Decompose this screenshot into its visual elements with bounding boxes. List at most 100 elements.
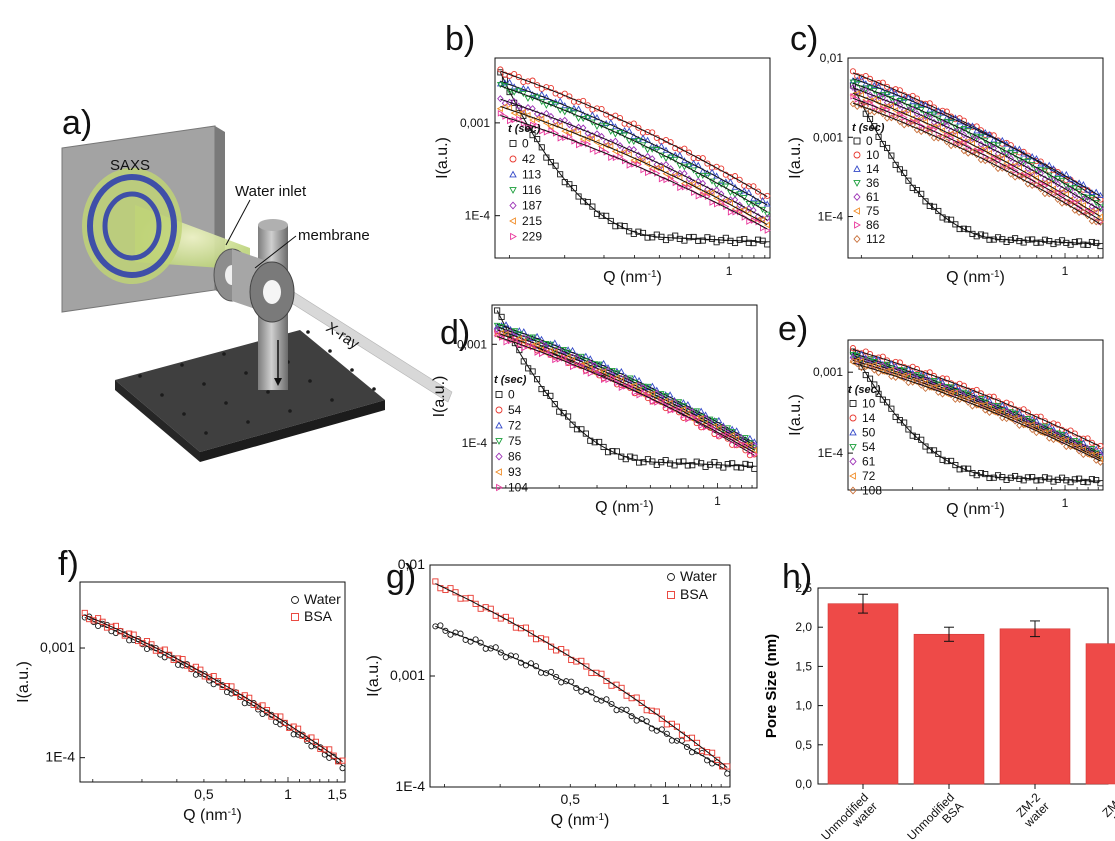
- panel-label-g: g): [386, 558, 416, 596]
- data-point: [511, 328, 519, 335]
- data-point: [699, 179, 707, 187]
- data-point: [645, 169, 652, 177]
- legend-label: 104: [508, 481, 528, 495]
- data-point: [849, 91, 856, 99]
- data-point: [686, 183, 693, 191]
- data-point: [584, 113, 592, 120]
- panel-label-b: b): [445, 20, 475, 58]
- x-tick-label: 1: [662, 791, 670, 807]
- data-point: [685, 415, 692, 423]
- data-point: [1067, 175, 1074, 182]
- data-point: [921, 379, 929, 387]
- data-point: [570, 125, 578, 133]
- data-point: [584, 115, 592, 122]
- legend-marker: [849, 400, 857, 407]
- legend-label: 14: [866, 162, 880, 176]
- data-point: [543, 93, 550, 100]
- data-point: [720, 432, 727, 439]
- data-point: [517, 659, 524, 666]
- data-point: [718, 190, 725, 198]
- data-point: [524, 111, 531, 119]
- data-point: [990, 403, 997, 411]
- legend-marker: [509, 187, 517, 194]
- data-point: [1012, 167, 1019, 175]
- legend-marker: [853, 180, 861, 187]
- x-tick-label: 1: [714, 494, 721, 508]
- data-point: [139, 640, 146, 647]
- data-point: [960, 147, 968, 155]
- data-point: [981, 395, 989, 402]
- data-point: [570, 363, 577, 371]
- data-point: [750, 240, 757, 247]
- data-point: [879, 87, 887, 94]
- data-point: [602, 141, 609, 149]
- data-point: [599, 146, 606, 154]
- legend-label: 215: [522, 214, 542, 228]
- data-point: [871, 103, 878, 111]
- data-point: [608, 154, 615, 161]
- data-point: [1033, 167, 1040, 175]
- data-point: [587, 359, 594, 367]
- data-point: [263, 707, 271, 714]
- data-point: [583, 686, 590, 693]
- legend-marker: [853, 165, 861, 172]
- data-point: [745, 204, 753, 213]
- data-point: [905, 120, 912, 128]
- legend-label: 72: [508, 419, 522, 433]
- data-point: [698, 460, 705, 467]
- data-point: [764, 241, 771, 248]
- data-point: [1020, 175, 1027, 183]
- data-point: [981, 129, 989, 136]
- fit-line: [852, 351, 1101, 482]
- data-point: [1029, 474, 1036, 481]
- data-point: [695, 192, 702, 200]
- panel-label-h: h): [782, 558, 812, 596]
- data-point: [667, 154, 674, 161]
- data-point: [695, 177, 702, 185]
- data-point: [909, 121, 916, 129]
- y-tick-label: 1,0: [795, 699, 812, 713]
- data-point: [1088, 195, 1096, 202]
- data-point: [1080, 195, 1087, 203]
- data-point: [494, 330, 501, 338]
- data-point: [887, 102, 894, 110]
- data-point: [691, 189, 698, 197]
- data-point: [978, 148, 985, 155]
- data-point: [960, 389, 968, 396]
- data-point: [727, 208, 734, 216]
- data-point: [607, 217, 614, 225]
- data-point: [764, 214, 771, 222]
- data-point: [883, 91, 891, 98]
- data-point: [281, 719, 288, 726]
- data-point: [990, 141, 998, 148]
- data-point: [1041, 423, 1049, 430]
- legend-marker: [509, 140, 517, 147]
- data-point: [516, 341, 523, 349]
- legend-label: 86: [508, 450, 522, 464]
- series-116: [496, 82, 771, 218]
- data-point: [515, 327, 523, 334]
- data-point: [695, 237, 702, 244]
- data-point: [648, 390, 655, 398]
- data-point: [977, 470, 985, 477]
- data-point: [658, 397, 665, 405]
- data-point: [733, 464, 740, 471]
- data-point: [698, 422, 705, 430]
- data-point: [956, 127, 963, 135]
- data-point: [746, 218, 753, 225]
- data-point: [935, 450, 942, 457]
- data-point: [922, 198, 929, 205]
- base-plate-holes: [138, 330, 376, 435]
- data-point: [157, 647, 164, 654]
- data-point: [717, 198, 724, 206]
- y-tick-label: 1E-4: [462, 436, 488, 450]
- data-point: [339, 757, 346, 764]
- data-point: [888, 405, 895, 412]
- data-point: [533, 341, 540, 349]
- data-point: [1003, 150, 1010, 158]
- data-point: [879, 140, 886, 148]
- data-point: [745, 239, 752, 246]
- data-point: [1024, 165, 1032, 173]
- data-point: [1007, 145, 1015, 152]
